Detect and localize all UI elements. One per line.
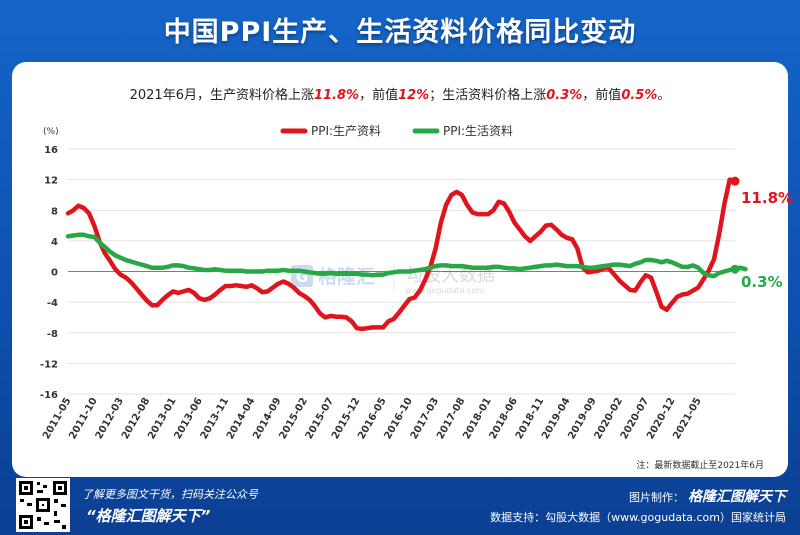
series-end-marker-producer: [730, 176, 740, 186]
y-tick-label: 8: [51, 206, 58, 217]
legend: PPI:生产资料 PPI:生活资料: [280, 124, 513, 138]
series-end-marker-living: [730, 264, 740, 274]
y-tick-label: 16: [44, 145, 58, 156]
qr-code-icon: [19, 481, 67, 529]
series-line-producer: [65, 177, 738, 332]
footer-credit: 图片制作： 格隆汇图解天下: [629, 486, 786, 506]
footer-source: 数据支持：勾股大数据（www.gogudata.com）国家统计局: [490, 511, 786, 524]
y-tick-label: -8: [47, 329, 58, 340]
y-tick-label: 0: [51, 268, 58, 279]
subtitle-value-producer: 11.8%: [313, 88, 360, 103]
subtitle-value-producer-prev: 12%: [398, 88, 430, 103]
subtitle-value-living: 0.3%: [546, 88, 583, 103]
subtitle-text-1: 2021年6月，生产资料价格上涨: [129, 88, 314, 103]
y-axis-unit-label: (%): [43, 127, 59, 137]
subtitle-value-living-prev: 0.5%: [621, 88, 658, 103]
page-title: 中国PPI生产、生活资料价格同比变动: [163, 17, 637, 48]
watermark-logo-text: 格隆汇: [318, 265, 375, 288]
footer-promo-text: 了解更多图文干货，扫码关注公众号: [82, 488, 258, 501]
y-tick-label: 12: [44, 176, 58, 187]
y-tick-label: -16: [40, 390, 58, 401]
footer-account-name: “格隆汇图解天下”: [86, 507, 211, 525]
footer-credit-brand: 格隆汇图解天下: [688, 489, 786, 505]
series-end-label-living: 0.3%: [741, 273, 783, 291]
y-tick-label: -12: [40, 359, 58, 370]
legend-label-living: PPI:生活资料: [443, 124, 513, 138]
y-axis: -16 -12 -8 -4 0 4 8 12 16: [40, 145, 58, 401]
footer-credit-label: 图片制作：: [629, 491, 684, 504]
subtitle-text-5: 。: [657, 88, 671, 103]
grid-lines: [68, 148, 735, 395]
data-note: 注：最新数据截止至2021年6月: [636, 461, 764, 471]
series-end-label-producer: 11.8%: [741, 189, 793, 207]
series-layer: 11.8% 0.3%: [65, 176, 793, 332]
chart-subtitle: 2021年6月，生产资料价格上涨11.8%，前值12%；生活资料价格上涨0.3%…: [0, 84, 800, 103]
subtitle-text-4: ，前值: [582, 88, 622, 103]
qr-code: [16, 478, 70, 532]
legend-label-producer: PPI:生产资料: [311, 124, 381, 138]
watermark-url: www.gogudata.com: [405, 286, 484, 295]
x-axis: 2011-052011-102012-032012-082013-012013-…: [41, 396, 704, 441]
subtitle-text-3: ；生活资料价格上涨: [429, 88, 547, 103]
series-line-living: [65, 232, 748, 279]
y-tick-label: 4: [51, 237, 58, 248]
y-tick-label: -4: [47, 298, 58, 309]
subtitle-text-2: ，前值: [359, 88, 399, 103]
